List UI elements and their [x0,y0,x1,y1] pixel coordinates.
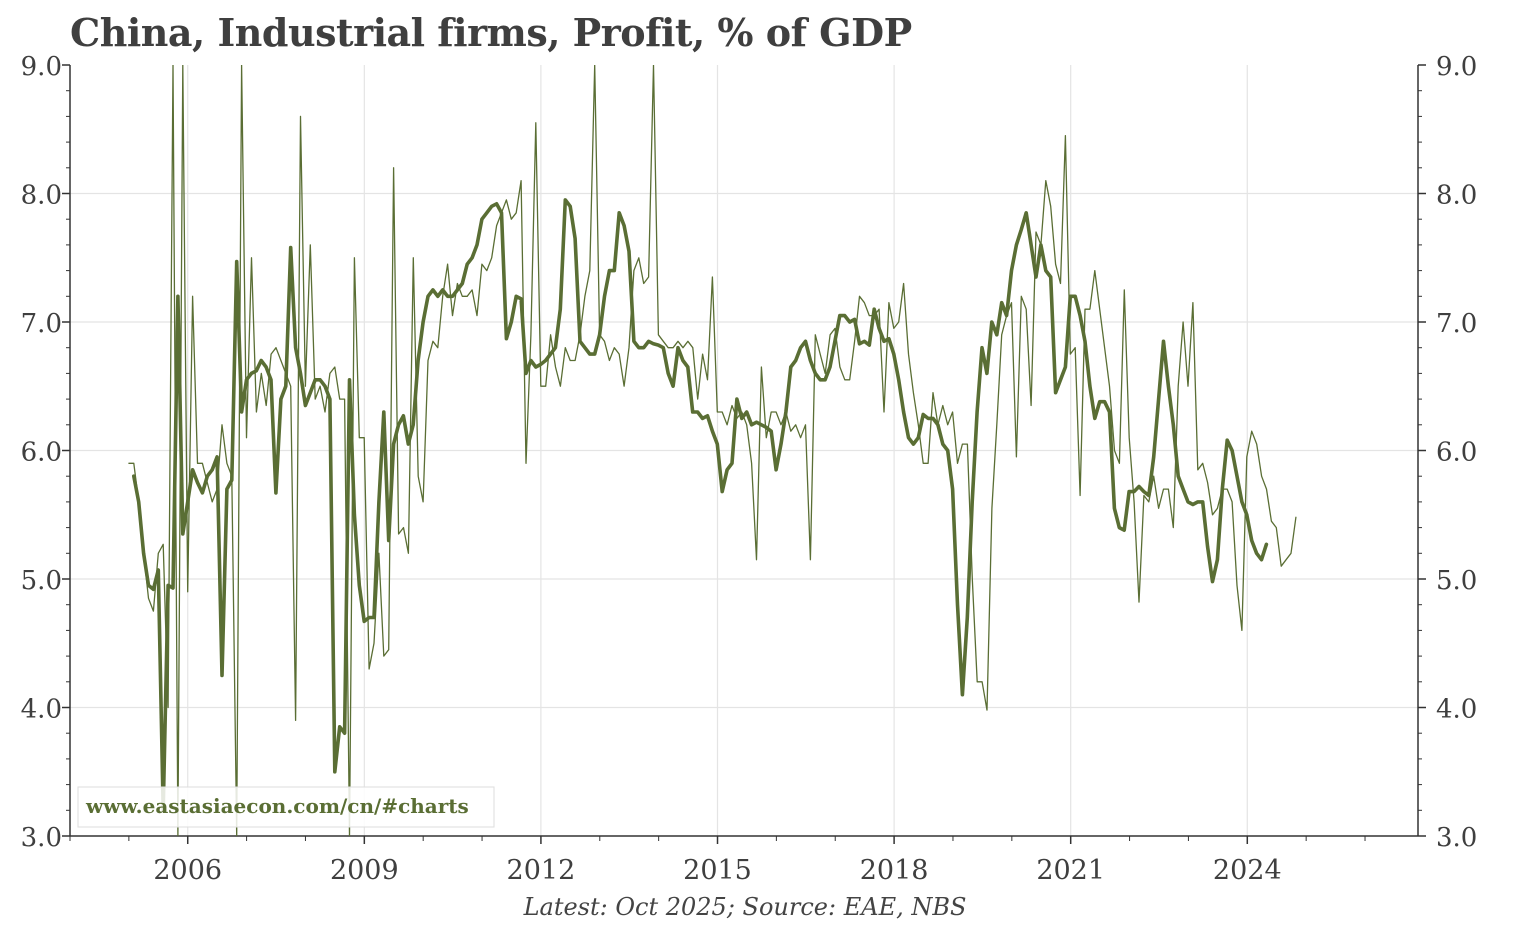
y-tick-label-right: 5.0 [1436,566,1477,596]
x-tick-label: 2012 [507,855,576,886]
chart-title: China, Industrial firms, Profit, % of GD… [70,10,912,55]
grid-lines [70,65,1418,836]
y-tick-label-right: 6.0 [1436,438,1477,468]
x-tick-label: 2015 [683,855,752,886]
series-line-smoothed [132,198,1269,813]
chart-source-note: Latest: Oct 2025; Source: EAE, NBS [523,893,967,921]
y-tick-label-right: 9.0 [1436,52,1477,82]
watermark-box: www.eastasiaecon.com/cn/#charts [77,786,495,828]
series-line-monthly [128,65,1297,836]
series-layer [128,65,1297,836]
x-tick-label: 2018 [860,855,929,886]
axes: 3.0 3.0 4.0 4.0 5.0 5.0 6.0 6.0 7.0 7.0 8.0 8.0 9.0 9… [21,52,1478,886]
y-tick-label-left: 9.0 [21,52,62,82]
x-tick-label: 2021 [1036,855,1105,886]
y-tick-label-left: 7.0 [21,309,62,339]
y-tick-label-left: 6.0 [21,438,62,468]
y-tick-label-right: 3.0 [1436,823,1477,853]
y-tick-label-right: 7.0 [1436,309,1477,339]
y-tick-label-left: 4.0 [21,695,62,725]
y-tick-label-right: 8.0 [1436,181,1477,211]
watermark-text[interactable]: www.eastasiaecon.com/cn/#charts [85,794,469,818]
y-tick-label-right: 4.0 [1436,695,1477,725]
y-tick-label-left: 3.0 [21,823,62,853]
y-tick-label-left: 8.0 [21,181,62,211]
x-tick-label: 2024 [1213,855,1282,886]
x-tick-label: 2009 [330,855,399,886]
x-tick-label: 2006 [153,855,222,886]
y-tick-label-left: 5.0 [21,566,62,596]
